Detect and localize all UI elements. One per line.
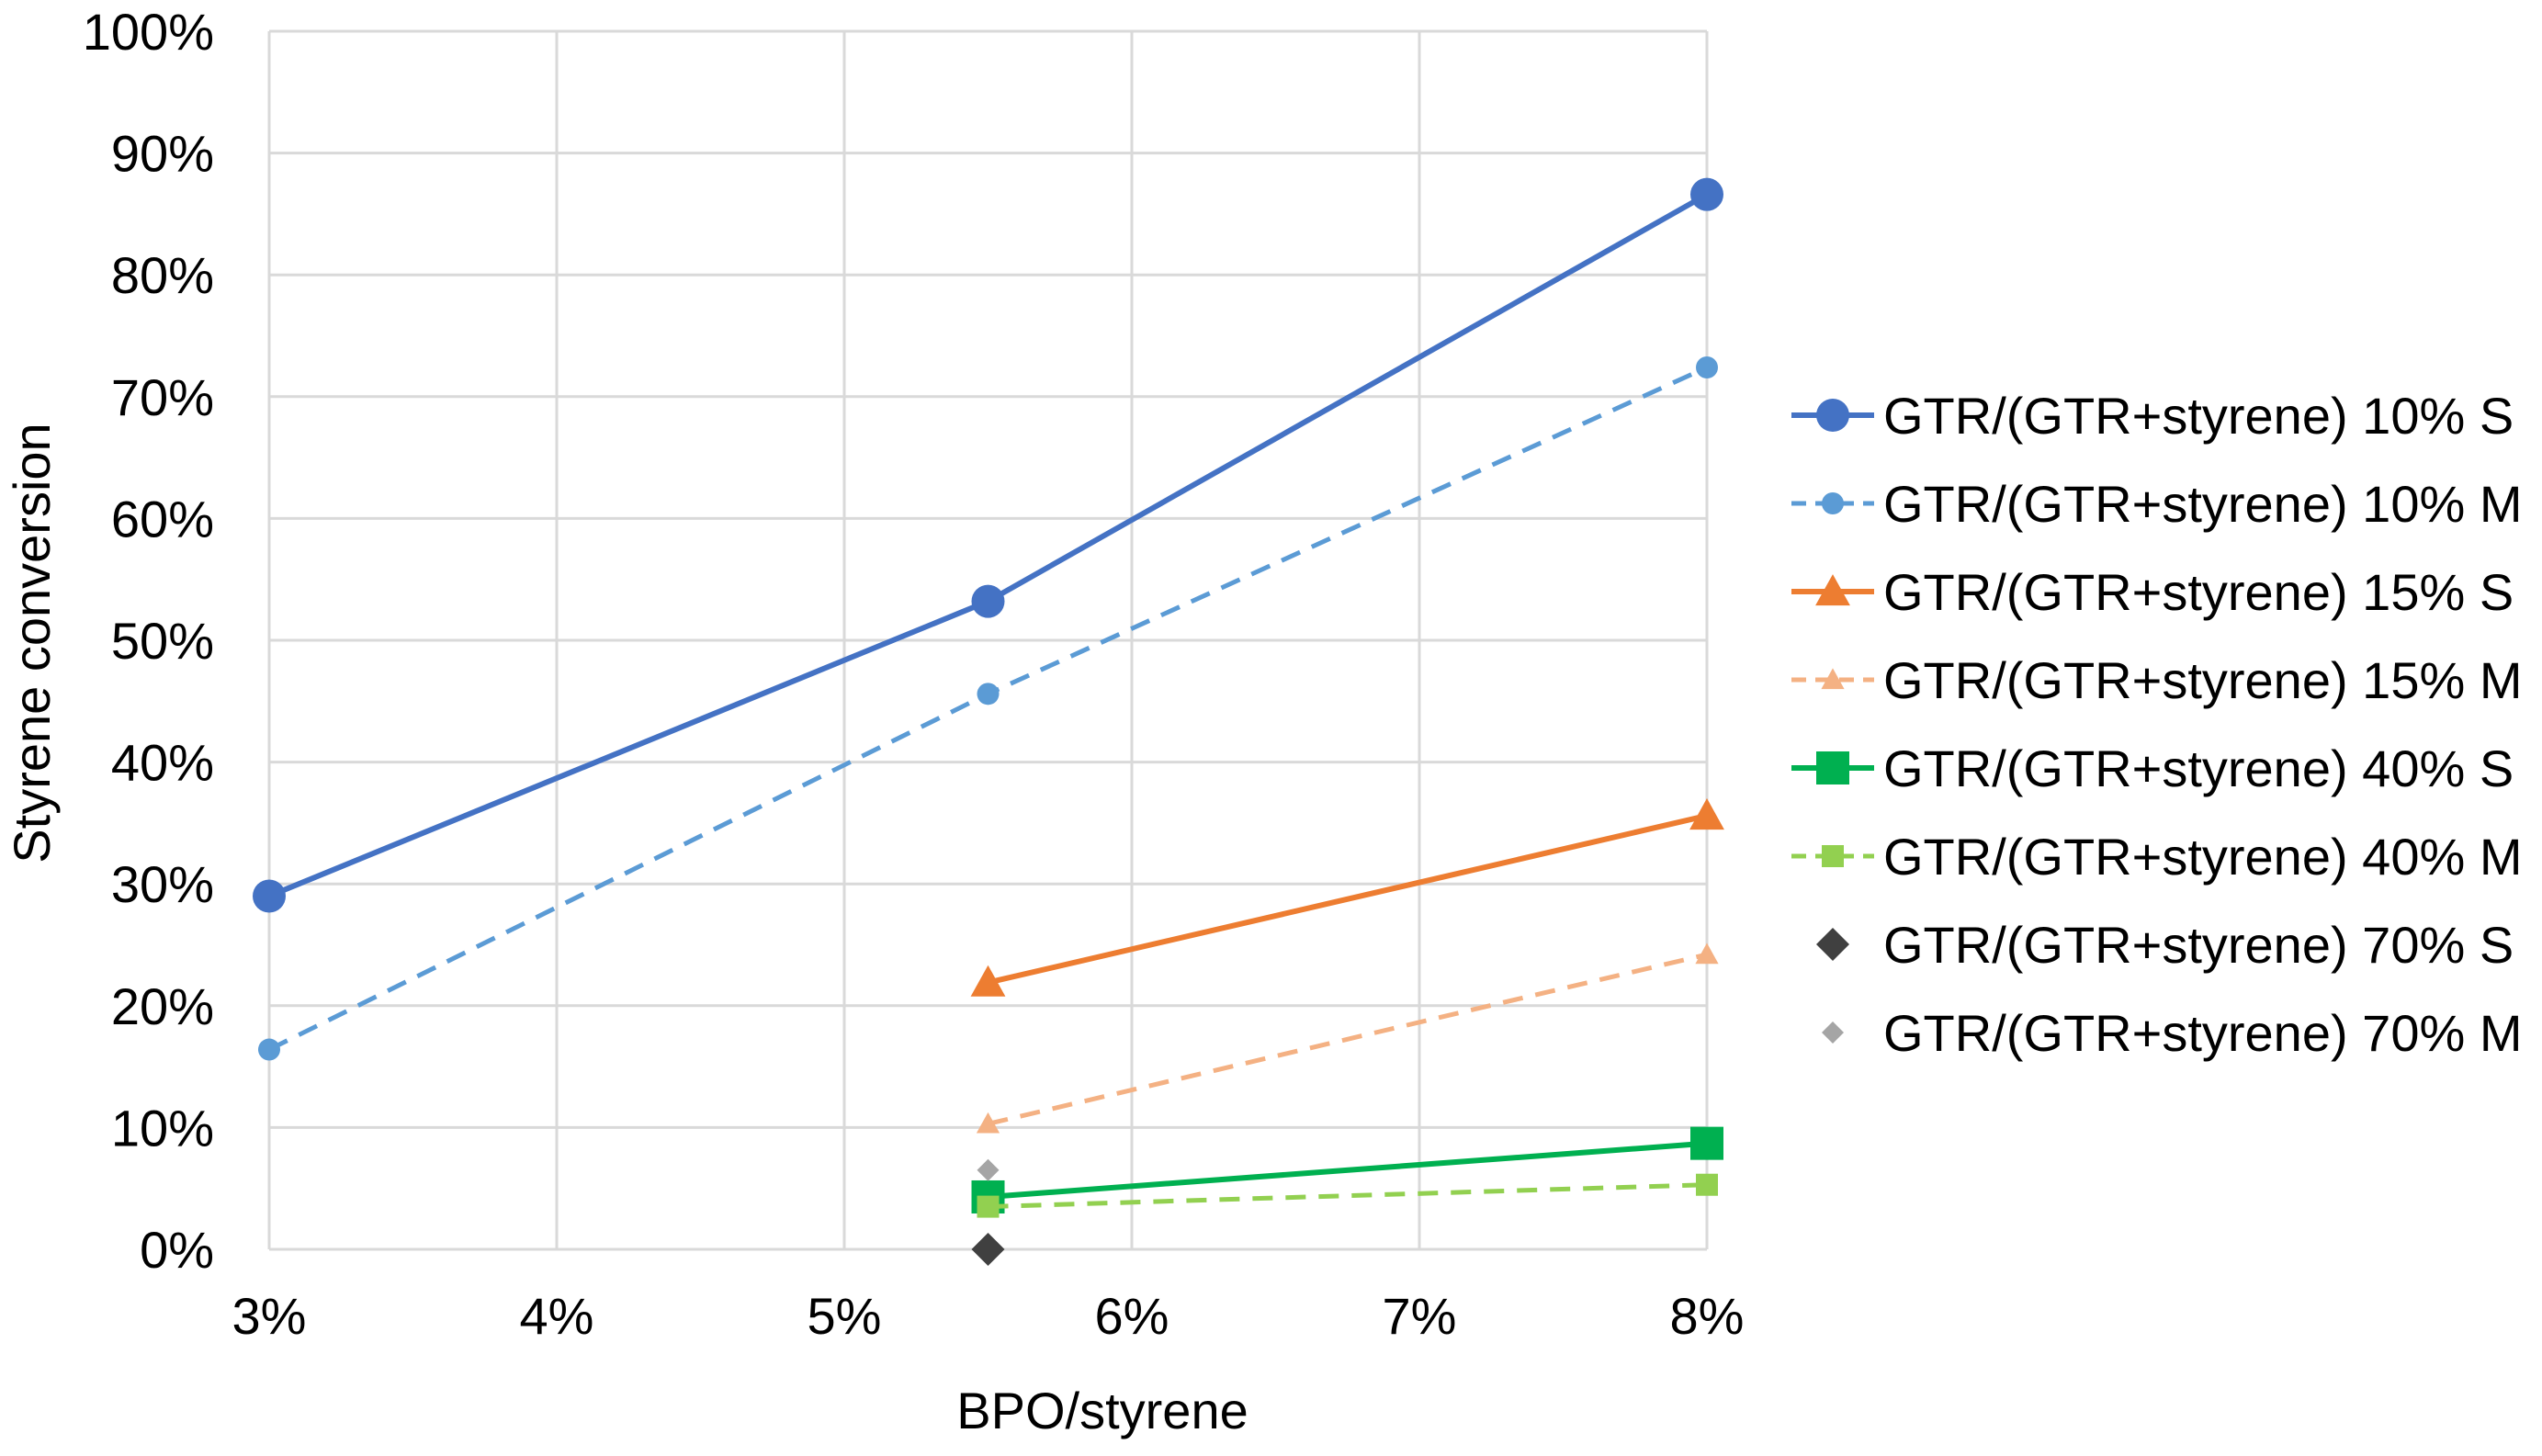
y-tick-label: 30% (111, 855, 214, 913)
data-point (1696, 1173, 1718, 1196)
legend-item: GTR/(GTR+styrene) 70% S (1816, 916, 2514, 974)
series-8 (977, 1158, 1000, 1181)
series-3 (970, 798, 1724, 997)
legend-marker (1816, 399, 1849, 432)
legend-marker (1822, 1021, 1844, 1044)
y-tick-label: 10% (111, 1099, 214, 1157)
legend-label: GTR/(GTR+styrene) 10% S (1883, 387, 2514, 445)
legend-item: GTR/(GTR+styrene) 10% M (1791, 475, 2522, 533)
series-line (267, 192, 1709, 899)
y-tick-labels: 0% 10% 20% 30% 40% 50% 60% 70% 80% 90% 100% (83, 3, 214, 1279)
data-point (977, 1195, 1000, 1218)
series-6 (977, 1173, 1718, 1218)
x-tick-label: 5% (808, 1287, 882, 1345)
data-point (977, 1158, 1000, 1181)
y-tick-label: 70% (111, 368, 214, 426)
series-line (987, 813, 1708, 986)
data-point (1689, 798, 1724, 830)
legend-marker (1816, 928, 1849, 961)
legend-label: GTR/(GTR+styrene) 70% S (1883, 916, 2514, 974)
data-point (258, 1038, 280, 1061)
legend-item: GTR/(GTR+styrene) 15% S (1791, 563, 2514, 621)
legend-marker (1816, 751, 1849, 784)
legend-label: GTR/(GTR+styrene) 15% M (1883, 651, 2522, 709)
legend-label: GTR/(GTR+styrene) 10% M (1883, 475, 2522, 533)
y-tick-label: 40% (111, 734, 214, 792)
y-tick-label: 60% (111, 490, 214, 547)
legend-label: GTR/(GTR+styrene) 40% S (1883, 739, 2514, 797)
legend-item: GTR/(GTR+styrene) 15% M (1791, 651, 2522, 709)
legend-marker (1821, 668, 1845, 690)
legend-marker (1815, 574, 1850, 606)
y-tick-label: 100% (83, 3, 214, 61)
y-tick-label: 20% (111, 977, 214, 1035)
series-line (267, 365, 1709, 1052)
y-tick-label: 50% (111, 612, 214, 670)
x-tick-label: 4% (520, 1287, 594, 1345)
legend-marker (1822, 492, 1844, 514)
data-point (1695, 942, 1719, 965)
series-line (988, 1182, 1708, 1210)
x-tick-label: 7% (1383, 1287, 1457, 1345)
data-point (1690, 1126, 1723, 1160)
data-point (253, 879, 286, 913)
series-1 (253, 177, 1723, 913)
y-tick-label: 80% (111, 246, 214, 304)
legend-item: GTR/(GTR+styrene) 70% M (1822, 1004, 2522, 1062)
data-point (977, 683, 1000, 705)
y-tick-label: 90% (111, 125, 214, 183)
gridlines (267, 29, 1709, 1251)
y-axis-title: Styrene conversion (3, 423, 61, 863)
x-tick-label: 8% (1670, 1287, 1745, 1345)
y-tick-label: 0% (140, 1221, 214, 1279)
series-layer (253, 177, 1724, 1266)
x-tick-labels: 3% 4% 5% 6% 7% 8% (232, 1287, 1745, 1345)
legend-label: GTR/(GTR+styrene) 15% S (1883, 563, 2514, 621)
x-tick-label: 6% (1095, 1287, 1169, 1345)
x-tick-label: 3% (232, 1287, 307, 1345)
series-line (987, 952, 1708, 1126)
data-point (1690, 177, 1723, 211)
series-5 (971, 1126, 1723, 1213)
legend-item: GTR/(GTR+styrene) 40% M (1791, 828, 2522, 886)
x-axis-title: BPO/styrene (956, 1382, 1248, 1439)
data-point (971, 584, 1005, 618)
series-4 (976, 942, 1719, 1134)
legend-label: GTR/(GTR+styrene) 70% M (1883, 1004, 2522, 1062)
series-7 (971, 1233, 1005, 1266)
legend-item: GTR/(GTR+styrene) 40% S (1791, 739, 2514, 797)
legend-label: GTR/(GTR+styrene) 40% M (1883, 828, 2522, 886)
data-point (971, 1233, 1005, 1266)
legend: GTR/(GTR+styrene) 10% S GTR/(GTR+styrene)… (1791, 387, 2522, 1062)
data-point (976, 1112, 1000, 1134)
series-2 (258, 356, 1718, 1061)
legend-marker (1822, 845, 1844, 867)
data-point (1696, 356, 1718, 378)
data-point (970, 965, 1006, 997)
legend-item: GTR/(GTR+styrene) 10% S (1791, 387, 2514, 445)
series-line (988, 1140, 1708, 1200)
